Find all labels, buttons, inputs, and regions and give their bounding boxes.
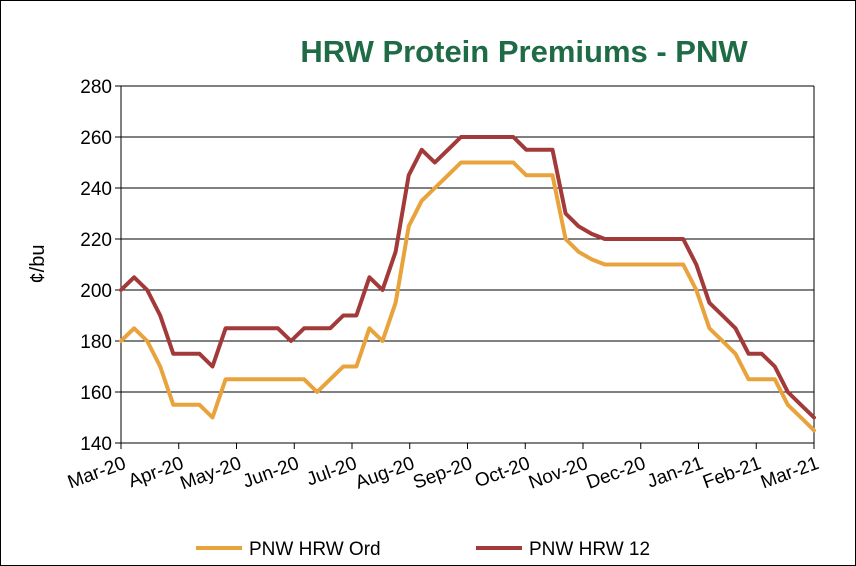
legend-label-1: PNW HRW Ord [249, 539, 381, 560]
y-tick-label: 200 [80, 281, 112, 302]
x-tick-label: Mar-21 [758, 453, 822, 493]
y-axis-label: ¢/bu [27, 245, 49, 284]
y-tick-label: 260 [80, 128, 112, 149]
y-tick-label: 160 [80, 383, 112, 404]
y-tick-label: 220 [80, 230, 112, 251]
x-tick-label: Dec-20 [584, 453, 649, 494]
y-tick-label: 280 [80, 77, 112, 98]
x-tick-label: Jun-20 [240, 453, 302, 493]
series-line-1 [119, 160, 816, 433]
x-tick-label: Oct-20 [472, 453, 533, 492]
x-tick-label: Mar-20 [65, 453, 129, 493]
x-tick-label: May-20 [177, 453, 244, 494]
x-tick-label: Sep-20 [410, 453, 475, 494]
x-tick-label: Jan-21 [644, 453, 706, 493]
chart-title: HRW Protein Premiums - PNW [300, 34, 748, 69]
x-tick-label: Nov-20 [526, 453, 591, 494]
x-tick-label: Feb-21 [700, 453, 764, 493]
legend-label-2: PNW HRW 12 [529, 539, 650, 560]
y-tick-label: 140 [80, 434, 112, 455]
x-tick-label: Jul-20 [304, 453, 360, 490]
series-line-2 [119, 135, 816, 420]
y-tick-label: 240 [80, 179, 112, 200]
x-tick-label: Apr-20 [126, 453, 187, 492]
x-tick-label: Aug-20 [353, 453, 418, 494]
y-tick-label: 180 [80, 332, 112, 353]
